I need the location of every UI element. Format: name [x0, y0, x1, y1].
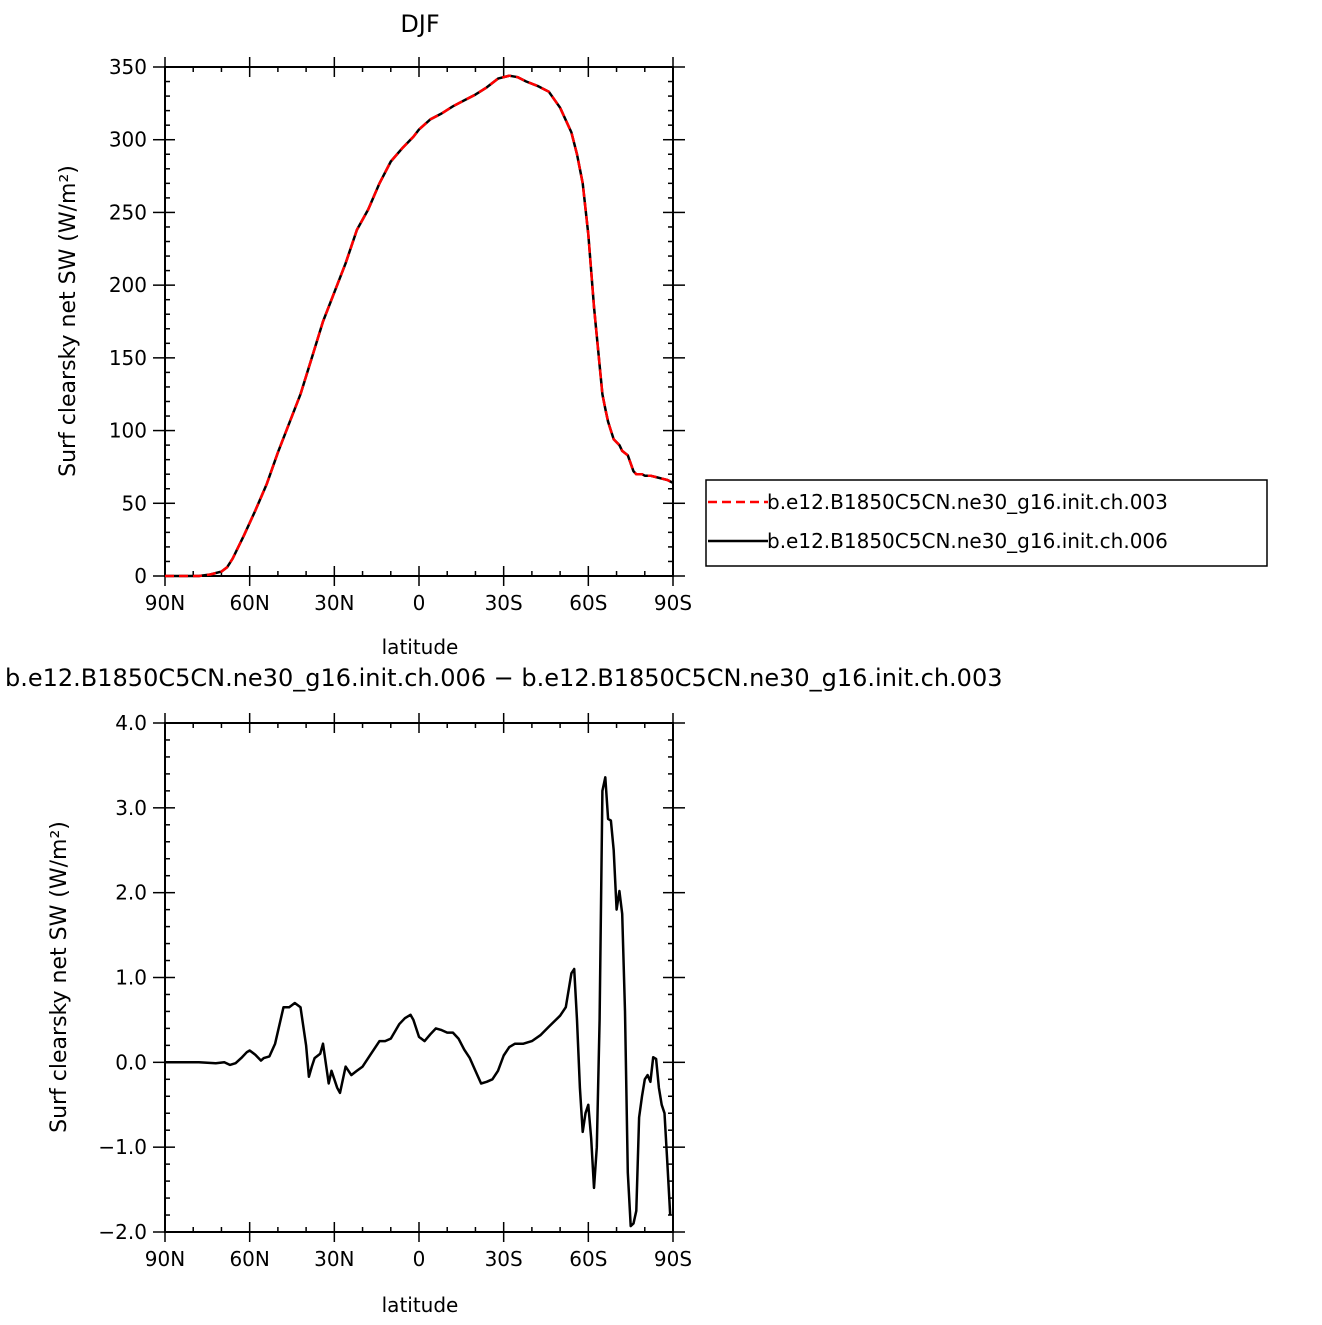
bottom-y-tick-label: −2.0	[98, 1220, 147, 1244]
legend-label-006: b.e12.B1850C5CN.ne30_g16.init.ch.006	[767, 529, 1168, 553]
bottom-x-tick-label: 30S	[485, 1247, 523, 1271]
bottom-x-tick-label: 60N	[229, 1247, 269, 1271]
top-y-tick-label: 200	[109, 273, 147, 297]
legend-frame	[705, 479, 1268, 567]
top-chart-title: DJF	[400, 10, 439, 38]
top-series-lines	[165, 74, 674, 578]
top-x-tick-label: 90S	[654, 591, 692, 615]
bottom-axis-ticks: 90N 60N 30N 0 30S 60S 90S 4.0 3.0 2.0 1.0 0.0 −1.0 −2…	[98, 711, 692, 1271]
bottom-x-tick-label: 90N	[145, 1247, 185, 1271]
bottom-x-axis-label: latitude	[382, 1293, 459, 1317]
bottom-x-tick-label: 60S	[569, 1247, 607, 1271]
bottom-y-tick-label: 4.0	[115, 711, 147, 735]
top-x-axis-label: latitude	[382, 635, 459, 659]
top-x-tick-label: 90N	[145, 591, 185, 615]
bottom-y-tick-label: −1.0	[98, 1135, 147, 1159]
bottom-series-line	[165, 776, 672, 1228]
top-y-axis-label: Surf clearsky net SW (W/m²)	[56, 165, 81, 477]
legend-label-003: b.e12.B1850C5CN.ne30_g16.init.ch.003	[767, 490, 1168, 514]
bottom-y-tick-label: 3.0	[115, 796, 147, 820]
bottom-x-tick-label: 30N	[314, 1247, 354, 1271]
bottom-panel: b.e12.B1850C5CN.ne30_g16.init.ch.006 − b…	[5, 664, 1002, 1317]
bottom-y-tick-label: 2.0	[115, 881, 147, 905]
top-x-tick-label: 60N	[229, 591, 269, 615]
top-x-tick-label: 60S	[569, 591, 607, 615]
bottom-chart-title: b.e12.B1850C5CN.ne30_g16.init.ch.006 − b…	[5, 664, 1002, 692]
bottom-y-tick-label: 0.0	[115, 1050, 147, 1074]
top-series-line	[165, 74, 674, 578]
top-y-tick-label: 0	[134, 564, 147, 588]
top-y-tick-label: 300	[109, 128, 147, 152]
top-y-tick-label: 150	[109, 346, 147, 370]
top-y-tick-label: 350	[109, 55, 147, 79]
top-x-tick-label: 0	[413, 591, 426, 615]
top-y-tick-label: 250	[109, 200, 147, 224]
bottom-y-axis-label: Surf clearsky net SW (W/m²)	[47, 821, 72, 1133]
top-y-tick-label: 50	[122, 491, 147, 515]
bottom-series-lines	[165, 776, 672, 1228]
legend: b.e12.B1850C5CN.ne30_g16.init.ch.003 b.e…	[705, 479, 1268, 567]
bottom-x-tick-label: 0	[413, 1247, 426, 1271]
top-x-tick-label: 30N	[314, 591, 354, 615]
top-y-tick-label: 100	[109, 419, 147, 443]
top-plot-frame	[164, 66, 674, 577]
top-series-line	[165, 74, 674, 578]
bottom-y-tick-label: 1.0	[115, 966, 147, 990]
top-axis-ticks: 90N 60N 30N 0 30S 60S 90S 0 50 100 150 200 250 300 350	[109, 55, 692, 615]
bottom-x-tick-label: 90S	[654, 1247, 692, 1271]
top-panel: DJF 90N 60N 30N 0 30S 60S 90S 0 50 100 150 200 250 30…	[56, 10, 692, 659]
top-x-tick-label: 30S	[485, 591, 523, 615]
